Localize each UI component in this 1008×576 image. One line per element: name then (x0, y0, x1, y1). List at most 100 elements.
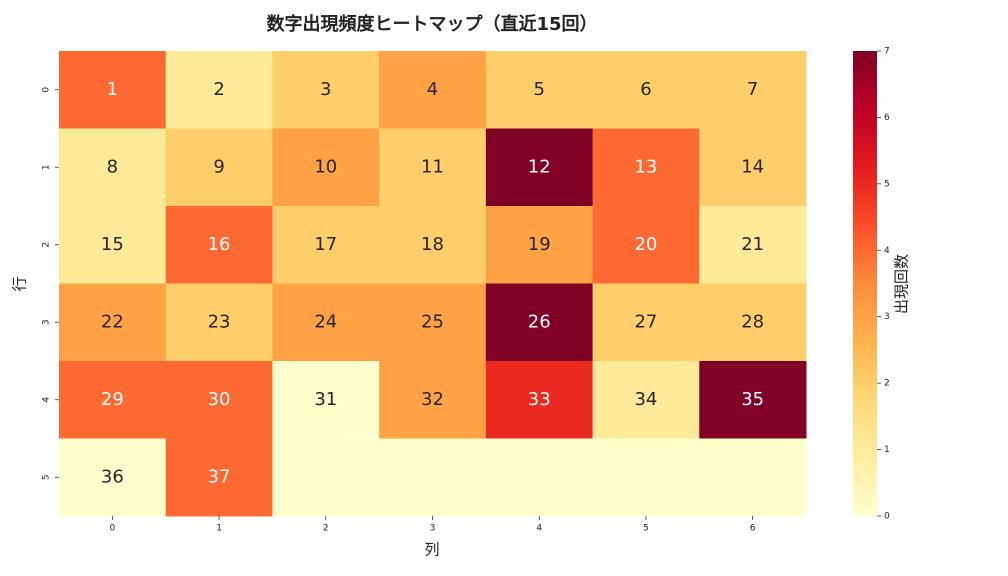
heatmap-cell (485, 51, 594, 129)
cell-label: 19 (528, 234, 551, 255)
heatmap-cell (379, 51, 487, 129)
heatmap-cell (59, 128, 167, 207)
heatmap-cell (165, 361, 273, 439)
heatmap-cell (59, 206, 167, 284)
cell-label: 12 (528, 156, 551, 177)
y-tick-label: 5 (42, 474, 52, 480)
heatmap-cell (592, 283, 700, 362)
heatmap-cell (699, 283, 807, 362)
cell-label: 23 (208, 311, 231, 332)
cell-label: 29 (101, 389, 124, 410)
cell-label: 13 (634, 156, 657, 177)
cell-label: 14 (741, 156, 764, 177)
colorbar-tick-label: 6 (884, 113, 890, 123)
heatmap-cell (699, 206, 807, 284)
cell-label: 3 (320, 79, 331, 100)
cell-label: 6 (640, 79, 651, 100)
colorbar-label: 出現回数 (893, 254, 911, 314)
heatmap-cell (485, 283, 594, 362)
heatmap-cell (699, 51, 807, 129)
colorbar (853, 51, 877, 516)
cell-label: 24 (314, 311, 337, 332)
colorbar-tick-label: 7 (884, 47, 890, 57)
heatmap-cell (59, 438, 167, 517)
cell-label: 35 (741, 389, 764, 410)
x-tick-label: 2 (323, 524, 329, 534)
heatmap-cell (272, 51, 380, 129)
cell-label: 1 (107, 79, 118, 100)
x-tick-label: 6 (750, 524, 756, 534)
cell-label: 11 (421, 156, 444, 177)
heatmap-cell (699, 128, 807, 207)
heatmap-cell (165, 283, 273, 362)
cell-label: 33 (528, 389, 551, 410)
colorbar-tick-label: 3 (884, 312, 890, 322)
colorbar-tick-label: 1 (884, 445, 890, 455)
cell-label: 8 (107, 156, 118, 177)
heatmap-cell (59, 283, 167, 362)
cell-label: 7 (747, 79, 758, 100)
heatmap-cell (272, 361, 380, 439)
cell-label: 34 (634, 389, 657, 410)
cell-label: 18 (421, 234, 444, 255)
cell-label: 30 (208, 389, 231, 410)
cell-label: 4 (427, 79, 438, 100)
cell-label: 20 (634, 234, 657, 255)
cell-label: 25 (421, 311, 444, 332)
cell-label: 36 (101, 466, 124, 487)
heatmap-cell (592, 206, 700, 284)
heatmap-cell (165, 51, 273, 129)
cell-label: 15 (101, 234, 124, 255)
heatmap-cell (592, 438, 700, 517)
cell-label: 5 (533, 79, 544, 100)
x-tick-label: 5 (643, 524, 649, 534)
y-tick-label: 2 (42, 242, 52, 248)
cell-label: 2 (213, 79, 224, 100)
heatmap-cell (379, 438, 487, 517)
heatmap-cell (165, 206, 273, 284)
heatmap-cell (165, 128, 273, 207)
heatmap-cell (59, 361, 167, 439)
cell-label: 28 (741, 311, 764, 332)
heatmap-cell (59, 51, 167, 129)
cell-label: 16 (208, 234, 231, 255)
colorbar-tick-label: 5 (884, 179, 890, 189)
heatmap-cell (592, 128, 700, 207)
y-tick-label: 4 (42, 397, 52, 403)
chart-title: 数字出現頻度ヒートマップ（直近15回） (266, 13, 597, 35)
heatmap-cell (165, 438, 273, 517)
colorbar-tick-label: 2 (884, 379, 890, 389)
y-axis-label: 行 (11, 276, 29, 291)
heatmap-cell (379, 283, 487, 362)
cell-label: 37 (208, 466, 231, 487)
heatmap-cell (379, 206, 487, 284)
cell-label: 27 (634, 311, 657, 332)
cell-label: 21 (741, 234, 764, 255)
heatmap-cell (485, 438, 594, 517)
cell-label: 32 (421, 389, 444, 410)
cell-label: 26 (528, 311, 551, 332)
heatmap-cell (272, 438, 380, 517)
heatmap-cell (485, 128, 594, 207)
cell-label: 31 (314, 389, 337, 410)
heatmap-cell (592, 51, 700, 129)
heatmap-cell (272, 283, 380, 362)
heatmap-cell (272, 128, 380, 207)
x-tick-label: 4 (536, 524, 542, 534)
y-tick-label: 1 (42, 164, 52, 170)
heatmap-cell (485, 361, 594, 439)
cell-label: 9 (213, 156, 224, 177)
cell-label: 10 (314, 156, 337, 177)
cell-label: 17 (314, 234, 337, 255)
x-tick-label: 3 (430, 524, 436, 534)
x-tick-label: 1 (216, 524, 222, 534)
heatmap-cell (699, 361, 807, 439)
heatmap-cell (485, 206, 594, 284)
y-tick-label: 3 (42, 319, 52, 325)
colorbar-tick-label: 4 (884, 246, 890, 256)
colorbar-tick-label: 0 (884, 512, 890, 522)
x-axis-label: 列 (424, 541, 439, 559)
heatmap-cell (699, 438, 807, 517)
heatmap-cell (592, 361, 700, 439)
